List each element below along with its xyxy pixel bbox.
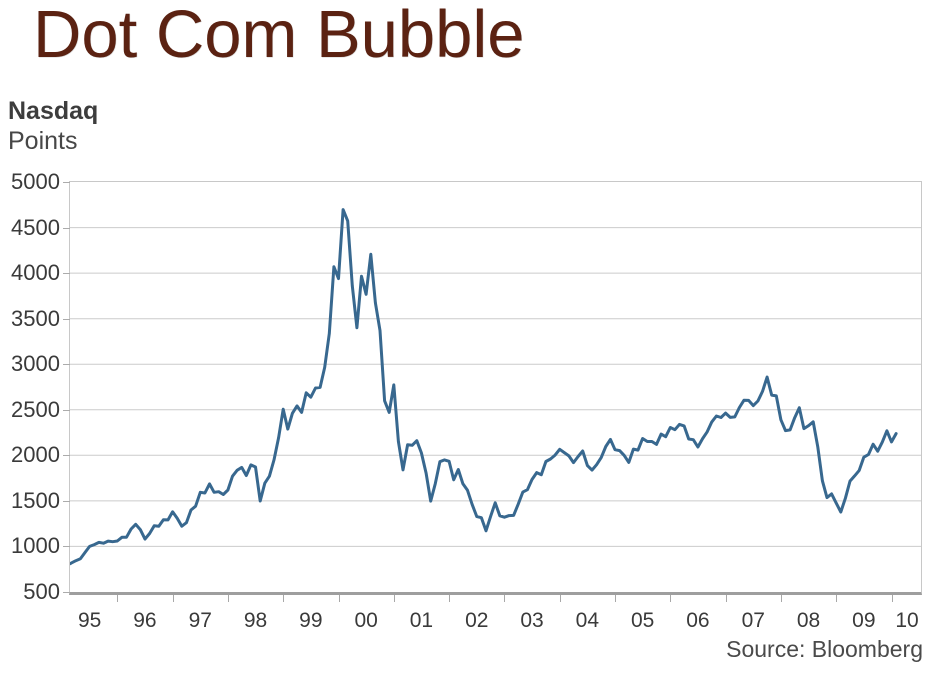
y-tick-label-3000: 3000	[11, 351, 60, 377]
x-tick-mark	[836, 595, 838, 602]
x-tick-label-04: 04	[575, 609, 600, 632]
y-tick-mark	[63, 182, 70, 183]
x-tick-label-10: 10	[895, 609, 919, 632]
y-tick-mark	[63, 318, 70, 320]
x-tick-mark	[172, 595, 174, 602]
y-tick-label-3500: 3500	[11, 305, 60, 331]
x-tick-mark	[504, 595, 506, 602]
x-tick-label-01: 01	[409, 609, 434, 632]
y-tick-mark	[63, 409, 70, 411]
plot-area	[69, 181, 922, 595]
x-tick-mark	[725, 595, 727, 602]
x-tick-mark	[615, 595, 616, 602]
y-tick-label-4000: 4000	[11, 260, 60, 286]
x-tick-label-97: 97	[188, 609, 212, 632]
x-tick-label-06: 06	[686, 609, 710, 632]
y-tick-label-1500: 1500	[11, 487, 60, 513]
x-tick-mark	[449, 595, 451, 602]
y-tick-mark	[63, 455, 70, 457]
x-tick-label-08: 08	[796, 609, 821, 632]
y-tick-mark	[63, 227, 70, 229]
y-tick-mark	[63, 364, 70, 366]
y-tick-label-500: 500	[23, 579, 60, 604]
x-tick-mark	[780, 595, 782, 602]
x-tick-mark	[338, 595, 340, 602]
source-note: Source: Bloomberg	[726, 636, 923, 662]
nasdaq-line-chart	[70, 208, 921, 566]
y-tick-mark	[63, 546, 70, 548]
y-tick-label-1000: 1000	[11, 533, 60, 559]
x-tick-mark	[227, 595, 229, 602]
y-tick-label-2000: 2000	[11, 442, 60, 468]
x-tick-mark	[283, 595, 285, 602]
y-tick-label-4500: 4500	[11, 214, 60, 240]
x-tick-mark	[559, 595, 561, 602]
x-tick-mark	[891, 595, 893, 602]
y-tick-mark	[63, 500, 70, 502]
x-tick-mark	[670, 595, 672, 602]
y-tick-mark	[63, 273, 70, 275]
x-tick-label-03: 03	[520, 609, 544, 632]
x-tick-mark	[117, 595, 119, 602]
x-tick-label-99: 99	[299, 609, 323, 632]
x-tick-label-09: 09	[852, 609, 876, 632]
y-tick-mark	[63, 592, 70, 593]
x-tick-label-98: 98	[243, 609, 268, 632]
x-tick-label-95: 95	[77, 609, 102, 632]
chart-title-nasdaq: Nasdaq	[8, 97, 99, 125]
x-tick-label-96: 96	[133, 609, 157, 632]
x-tick-label-00: 00	[354, 609, 378, 632]
slide-title: Dot Com Bubble	[33, 0, 525, 72]
x-tick-label-05: 05	[630, 609, 655, 632]
y-tick-label-2500: 2500	[11, 396, 60, 422]
x-tick-label-02: 02	[465, 609, 489, 632]
y-tick-label-5000: 5000	[11, 169, 60, 194]
x-tick-label-07: 07	[741, 609, 765, 632]
chart-units-points: Points	[8, 127, 78, 155]
x-tick-mark	[393, 595, 395, 602]
